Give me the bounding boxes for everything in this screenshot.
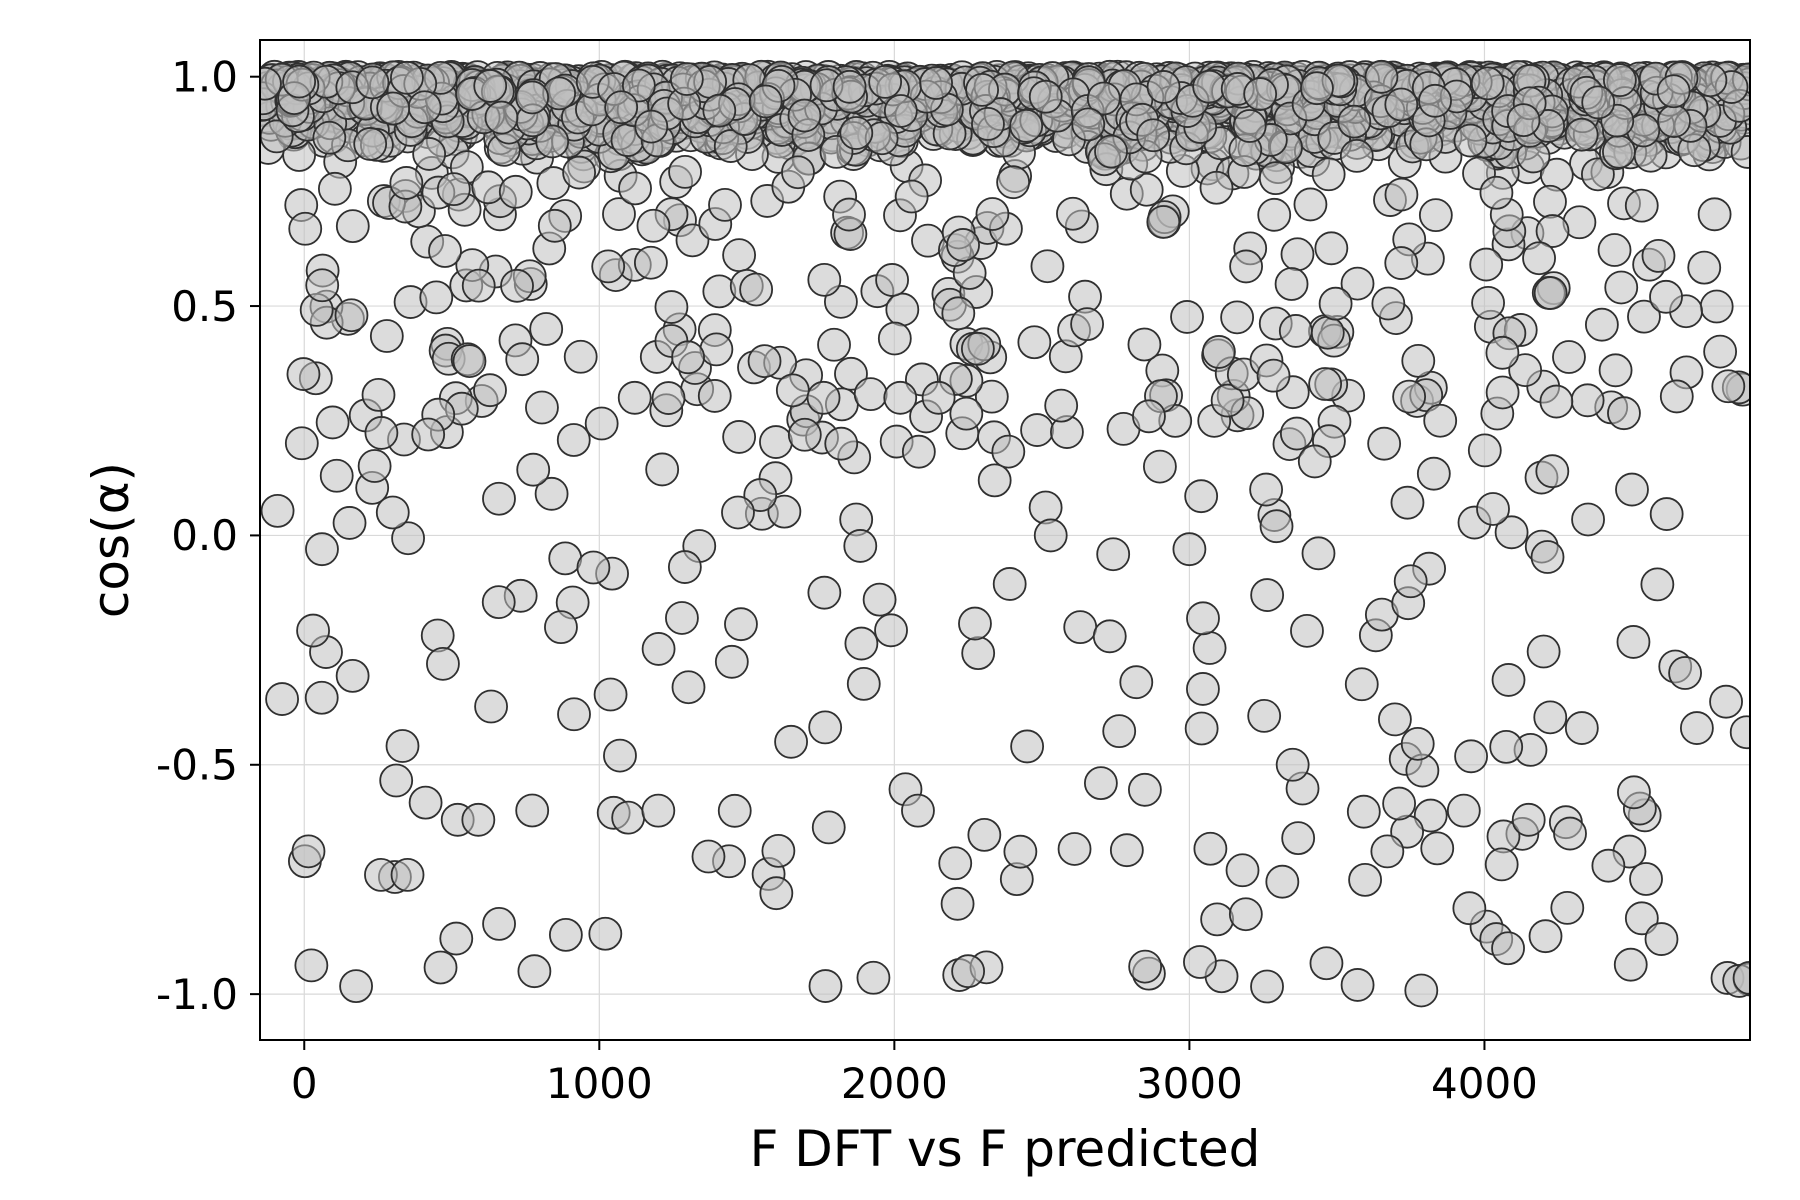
y-tick-label: 1.0 <box>171 52 238 101</box>
y-tick-label: -1.0 <box>156 970 238 1019</box>
y-tick-label: 0.5 <box>171 282 238 331</box>
x-tick-label: 3000 <box>1136 1059 1243 1108</box>
scatter-chart: 0 1000 2000 3000 4000 -1.0 -0.5 0.0 0.5 1.0 F DFT … <box>0 0 1800 1200</box>
x-axis-label: F DFT vs F predicted <box>750 1120 1261 1178</box>
x-tick-label: 0 <box>291 1059 318 1108</box>
chart-svg: 0 1000 2000 3000 4000 -1.0 -0.5 0.0 0.5 1.0 F DFT … <box>0 0 1800 1200</box>
y-axis-label: cos(α) <box>82 462 140 618</box>
y-tick-label: 0.0 <box>171 511 238 560</box>
y-tick-label: -0.5 <box>156 740 238 789</box>
x-tick-label: 1000 <box>546 1059 653 1108</box>
x-tick-label: 4000 <box>1431 1059 1538 1108</box>
x-tick-label: 2000 <box>841 1059 948 1108</box>
